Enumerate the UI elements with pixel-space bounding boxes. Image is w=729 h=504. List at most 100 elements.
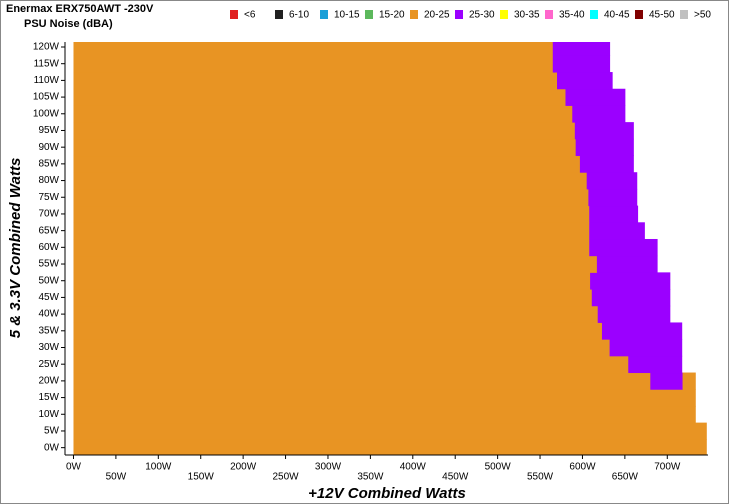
legend-swatch — [635, 10, 643, 19]
legend-swatch — [500, 10, 508, 19]
y-tick-label: 45W — [38, 292, 59, 303]
y-tick-label: 75W — [38, 192, 59, 203]
legend-swatch — [320, 10, 328, 19]
x-tick-label: 400W — [400, 462, 427, 473]
legend-label: >50 — [694, 10, 711, 21]
y-tick-label: 25W — [38, 359, 59, 370]
legend-swatch — [590, 10, 598, 19]
x-axis-title: +12V Combined Watts — [308, 485, 466, 502]
y-tick-label: 55W — [38, 259, 59, 270]
noise-cell — [73, 55, 554, 73]
x-tick-label: 650W — [612, 472, 639, 483]
x-tick-label: 100W — [145, 462, 172, 473]
y-tick-label: 105W — [33, 92, 60, 103]
legend-label: 45-50 — [649, 10, 675, 21]
y-tick-label: 60W — [38, 242, 59, 253]
noise-cell — [73, 322, 603, 340]
x-tick-label: 600W — [569, 462, 596, 473]
noise-cell — [574, 122, 634, 140]
noise-cell — [589, 205, 639, 223]
y-tick-label: 115W — [34, 58, 60, 69]
y-tick-label: 30W — [38, 342, 59, 353]
noise-cell — [591, 289, 671, 307]
noise-cell — [601, 322, 683, 340]
noise-cell — [590, 272, 671, 290]
legend-swatch — [230, 10, 238, 19]
legend-label: 6-10 — [289, 10, 309, 21]
noise-cell — [682, 372, 696, 390]
legend-swatch — [410, 10, 418, 19]
legend-label: 40-45 — [604, 10, 630, 21]
noise-cell — [73, 289, 593, 307]
noise-cell — [628, 355, 683, 374]
noise-cell — [73, 372, 651, 390]
noise-cell — [586, 172, 638, 190]
noise-cell — [572, 105, 626, 123]
y-tick-label: 35W — [38, 325, 59, 336]
legend-label: 30-35 — [514, 10, 540, 21]
noise-cell — [565, 88, 626, 106]
noise-cell — [73, 422, 707, 440]
noise-cell — [552, 55, 611, 73]
noise-cell — [73, 172, 588, 190]
x-tick-label: 700W — [654, 462, 681, 473]
x-tick-label: 0W — [66, 462, 82, 473]
y-tick-label: 10W — [38, 409, 59, 420]
noise-cell — [557, 72, 613, 90]
legend-label: 15-20 — [379, 10, 405, 21]
noise-cell — [73, 122, 576, 140]
legend-swatch — [275, 10, 283, 19]
y-axis-title: 5 & 3.3V Combined Watts — [7, 158, 24, 339]
legend-label: 20-25 — [424, 10, 450, 21]
legend-swatch — [365, 10, 373, 19]
noise-cell — [597, 305, 671, 323]
y-tick-label: 5W — [44, 426, 60, 437]
noise-cell — [73, 238, 590, 257]
legend-swatch — [455, 10, 463, 19]
x-tick-label: 50W — [106, 472, 127, 483]
noise-cell — [73, 205, 590, 223]
noise-cell — [73, 72, 558, 90]
noise-cell — [73, 222, 590, 240]
y-tick-label: 95W — [38, 125, 59, 136]
y-tick-label: 40W — [38, 309, 59, 320]
noise-cell — [650, 372, 684, 390]
x-tick-label: 350W — [357, 472, 384, 483]
x-tick-label: 200W — [230, 462, 257, 473]
noise-cell — [73, 155, 581, 173]
x-tick-label: 300W — [315, 462, 342, 473]
y-tick-label: 80W — [38, 175, 59, 186]
y-tick-label: 100W — [33, 108, 60, 119]
legend-label: 35-40 — [559, 10, 585, 21]
x-tick-label: 500W — [485, 462, 512, 473]
noise-cell — [589, 222, 645, 240]
noise-cell — [73, 305, 599, 323]
y-tick-label: 50W — [38, 275, 59, 286]
y-tick-label: 0W — [44, 442, 60, 453]
noise-cell — [575, 138, 634, 157]
x-tick-label: 550W — [527, 472, 554, 483]
noise-cell — [73, 188, 589, 207]
noise-cell — [73, 138, 577, 157]
noise-cell — [73, 439, 707, 455]
noise-cell — [73, 42, 554, 56]
legend-swatch — [680, 10, 688, 19]
x-tick-label: 150W — [188, 472, 215, 483]
legend-label: <6 — [244, 10, 256, 21]
y-tick-label: 70W — [38, 209, 59, 220]
noise-cell — [73, 389, 696, 407]
noise-cell — [579, 155, 634, 173]
noise-cell — [73, 272, 591, 290]
noise-cell — [588, 188, 638, 207]
x-tick-label: 450W — [442, 472, 469, 483]
noise-cell — [552, 42, 611, 56]
y-tick-label: 110W — [34, 75, 60, 86]
y-tick-label: 20W — [38, 376, 59, 387]
chart-subtitle: PSU Noise (dBA) — [24, 18, 113, 30]
legend-label: 10-15 — [334, 10, 360, 21]
y-tick-label: 90W — [38, 142, 59, 153]
noise-cell — [73, 339, 611, 357]
noise-cell — [73, 355, 629, 374]
noise-cell — [73, 88, 566, 106]
noise-cell — [73, 405, 696, 424]
